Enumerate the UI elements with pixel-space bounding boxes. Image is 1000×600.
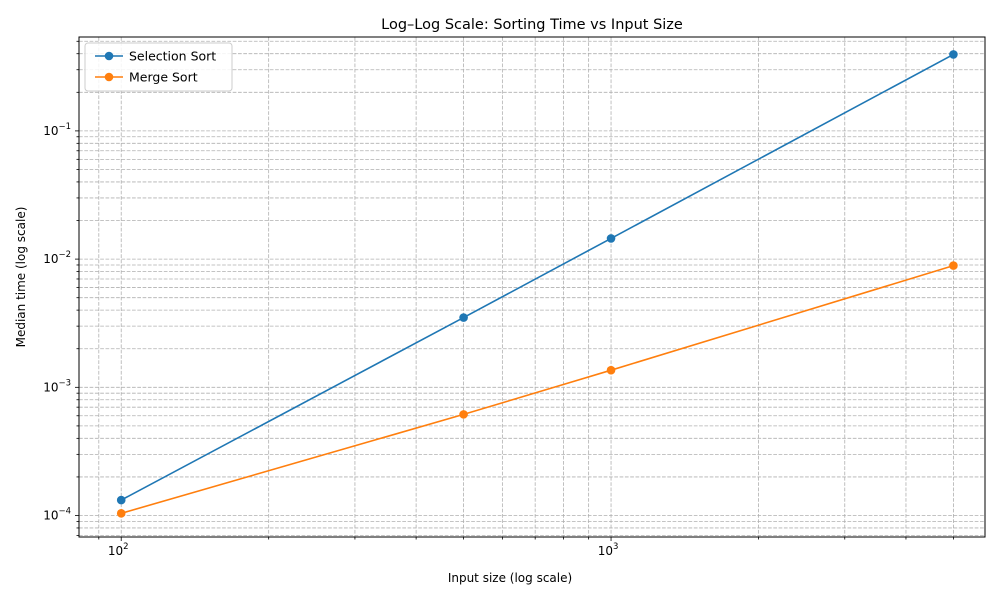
legend-merge-sort-label: Merge Sort	[129, 70, 198, 85]
y-tick-label: 10−1	[43, 122, 71, 138]
merge-sort-point	[459, 410, 468, 419]
series-layer	[116, 50, 958, 518]
merge-sort-point	[606, 365, 616, 375]
y-tick-label: 10−3	[43, 378, 71, 394]
selection-sort-point	[606, 234, 616, 243]
selection-sort-point	[459, 313, 468, 322]
chart-title: Log–Log Scale: Sorting Time vs Input Siz…	[381, 17, 683, 33]
selection-sort-point	[116, 495, 126, 505]
x-tick-label: 102	[108, 542, 129, 558]
legend-box	[84, 42, 233, 92]
x-tick-label: 103	[598, 542, 619, 558]
legend-merge-sort-marker	[104, 72, 114, 82]
plot-frame	[78, 36, 986, 538]
legend-selection-sort-label: Selection Sort	[129, 49, 216, 64]
selection-sort-line	[120, 53, 954, 501]
selection-sort-point	[949, 50, 958, 59]
legend: Selection Sort Merge Sort	[84, 42, 233, 92]
merge-sort-point	[949, 261, 958, 270]
y-axis-title: Median time (log scale)	[14, 207, 28, 348]
ticks: 102 103 10−4 10−3 10−2 10−1	[43, 40, 954, 558]
x-axis-title: Input size (log scale)	[448, 571, 572, 585]
grid	[79, 37, 985, 537]
y-tick-label: 10−4	[43, 507, 71, 523]
y-tick-label: 10−2	[43, 250, 71, 266]
legend-selection-sort-marker	[104, 51, 114, 61]
merge-sort-line	[120, 264, 954, 515]
merge-sort-point	[116, 509, 126, 518]
